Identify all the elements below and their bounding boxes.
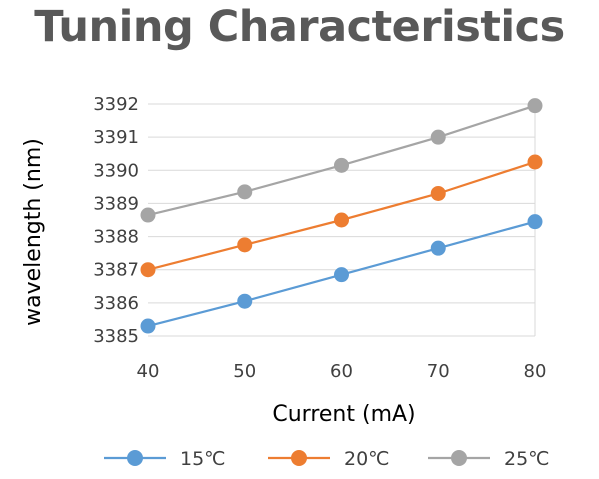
y-tick-label: 3391 (93, 127, 139, 148)
data-point (430, 185, 446, 201)
y-tick-label: 3388 (93, 227, 139, 248)
x-tick-label: 50 (233, 361, 256, 382)
legend-item: 25℃ (428, 448, 550, 470)
y-tick-label: 3387 (93, 260, 139, 281)
legend-label: 15℃ (180, 448, 226, 470)
data-point (334, 267, 349, 283)
data-point (527, 214, 543, 230)
x-axis-ticks: 40 50 60 70 80 (137, 361, 547, 382)
data-point (527, 154, 543, 170)
data-point (237, 237, 253, 253)
series-2 (140, 154, 543, 278)
legend: 15℃ 20℃ 25℃ (104, 448, 550, 470)
legend-marker (127, 450, 143, 466)
legend-marker (451, 450, 467, 466)
y-tick-label: 3385 (93, 326, 139, 347)
data-point (334, 157, 349, 173)
y-axis-ticks: 3385 3386 3387 3388 3389 3390 3391 3392 (93, 94, 139, 347)
legend-item: 20℃ (268, 448, 390, 470)
data-point (140, 207, 156, 223)
x-axis-title: Current (mA) (272, 402, 415, 427)
data-point (334, 212, 349, 228)
legend-label: 20℃ (344, 448, 390, 470)
series-1 (140, 214, 543, 334)
x-tick-label: 40 (137, 361, 160, 382)
legend-marker (291, 450, 307, 466)
x-tick-label: 80 (524, 361, 547, 382)
y-tick-label: 3392 (93, 94, 139, 115)
data-point (527, 98, 543, 114)
y-tick-label: 3389 (93, 193, 139, 214)
legend-item: 15℃ (104, 448, 226, 470)
data-point (140, 318, 156, 334)
y-tick-label: 3390 (93, 160, 139, 181)
legend-label: 25℃ (504, 448, 550, 470)
series-3 (140, 98, 543, 223)
x-tick-label: 70 (427, 361, 450, 382)
data-point (237, 184, 253, 200)
data-point (430, 129, 446, 145)
series-group (140, 98, 543, 334)
data-point (237, 293, 253, 309)
y-axis-title: wavelength (nm) (21, 138, 46, 326)
data-point (430, 240, 446, 256)
y-tick-label: 3386 (93, 293, 139, 314)
data-point (140, 262, 156, 278)
x-tick-label: 60 (330, 361, 353, 382)
chart-title: Tuning Characteristics (34, 2, 565, 52)
